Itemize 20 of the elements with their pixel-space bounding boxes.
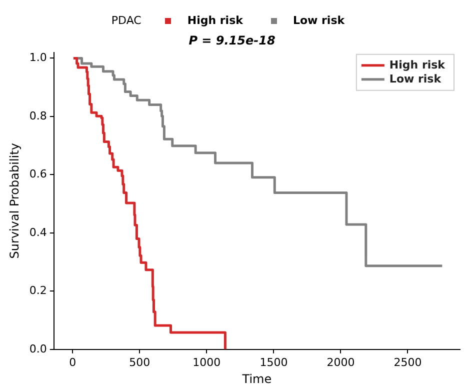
chart-title: P = 9.15e-18 [188, 33, 276, 48]
x-axis-title: Time [241, 372, 272, 386]
x-tick-label: 1000 [192, 356, 221, 369]
x-tick-label: 500 [129, 356, 150, 369]
y-tick-label: 0.8 [29, 109, 47, 122]
text: High risk [389, 58, 446, 72]
y-axis-title: Survival Probability [7, 143, 22, 259]
y-tick-label: 0.4 [29, 226, 47, 239]
x-tick-label: 0 [69, 356, 76, 369]
legend-label: Low risk [389, 72, 442, 86]
y-tick-label: 0.6 [29, 168, 47, 181]
x-tick-label: 2500 [394, 356, 422, 369]
y-tick-label: 0.0 [29, 342, 47, 356]
legend-title: PDAC [111, 14, 142, 27]
x-tick-label: 2000 [326, 356, 355, 369]
text: Low risk [292, 14, 345, 27]
legend-label: High risk [187, 14, 243, 27]
y-tick-label: 1.0 [29, 51, 47, 64]
x-tick-label: 1500 [260, 356, 288, 369]
y-tick-label: 0.2 [29, 284, 47, 298]
